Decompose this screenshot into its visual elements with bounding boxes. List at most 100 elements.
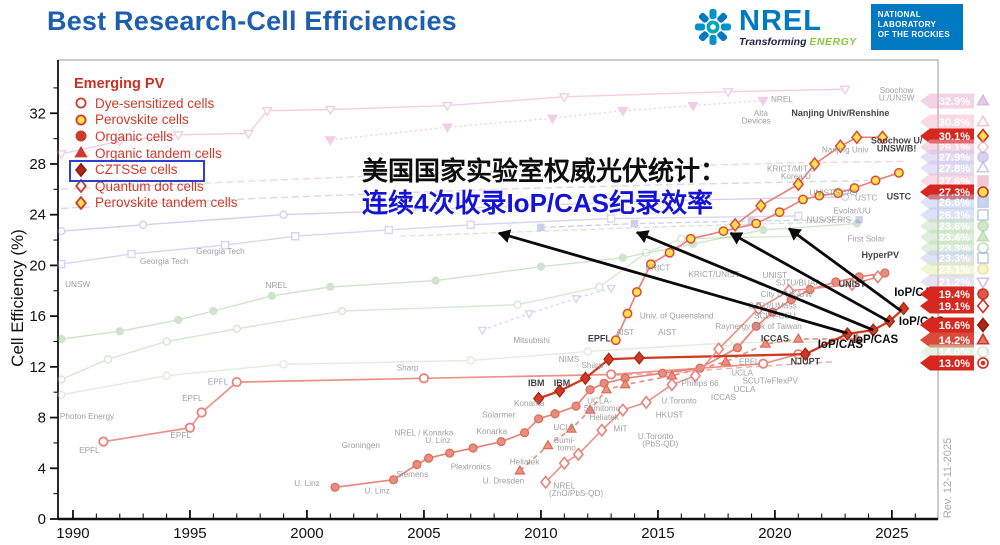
point-label: ICCAS: [711, 393, 737, 402]
legend-item-organic-cells: Organic cells: [74, 128, 238, 145]
point-label: U.Toronto: [661, 397, 697, 406]
point-label: HKUST: [656, 411, 684, 420]
point-label: Groningen: [342, 441, 381, 450]
badge-marker-icon: [977, 220, 989, 232]
point-label: Phillips 66: [681, 379, 719, 388]
badge-marker-icon: [977, 346, 989, 358]
point-label: NREL / Konarka: [395, 428, 454, 437]
legend-title: Emerging PV: [74, 76, 165, 92]
svg-text:2000: 2000: [290, 525, 323, 542]
series-mono-si: [57, 192, 850, 236]
point-label: Evolar/UU: [833, 206, 870, 215]
legend-item-organic-tandem-cells: Organic tandem cells: [74, 145, 238, 162]
legend-item-cztsse-cells: CZTSSe cells: [74, 161, 238, 178]
point-label: EPFL: [739, 357, 760, 366]
nrel-sun-icon: [695, 9, 731, 45]
svg-text:20: 20: [29, 257, 46, 274]
legend-item-perovskite-tandem-cells: Perovskite tandem cells: [74, 195, 238, 212]
legend-item-label: Perovskite cells: [95, 112, 189, 128]
point-label: Plextronics: [451, 463, 491, 472]
svg-text:2020: 2020: [758, 525, 791, 542]
badge-marker-icon: [977, 252, 989, 264]
point-label: Mitsubishi: [513, 336, 550, 345]
annotation-callout: 美国国家实验室权威光伏统计： 连续4次收录IoP/CAS纪录效率: [362, 155, 726, 219]
svg-text:19.1%: 19.1%: [939, 301, 970, 313]
chart-legend: Emerging PV Dye-sensitized cells Perovski…: [69, 76, 238, 212]
series-a-si: [57, 337, 850, 399]
nrel-wordmark-block: NREL Transforming ENERGY: [739, 4, 857, 48]
point-label: Sharp: [581, 361, 603, 370]
point-label: U.Toronto: [638, 432, 674, 441]
svg-text:4: 4: [38, 460, 46, 477]
dia-marker-icon: [75, 195, 87, 210]
point-label: MIT: [613, 425, 627, 434]
laboratory-box-line: NATIONAL: [877, 10, 921, 19]
circle-open-marker-icon: [75, 97, 87, 109]
svg-text:26.6%: 26.6%: [939, 197, 970, 209]
legend-item-label: Quantum dot cells: [95, 178, 204, 194]
tri-marker-icon: [74, 146, 88, 158]
svg-text:32.9%: 32.9%: [939, 96, 970, 108]
point-label: NUS/SERIS: [807, 215, 852, 224]
svg-text:16: 16: [29, 308, 46, 325]
badge-marker-icon: [976, 160, 990, 173]
point-label: Heliatek: [510, 457, 540, 466]
svg-text:30.8%: 30.8%: [939, 117, 970, 129]
point-label: Alta: [754, 109, 769, 118]
point-label: Sharp: [397, 364, 419, 373]
point-label: HyperPV: [861, 250, 899, 260]
badge-marker-icon: [976, 317, 990, 333]
point-label: EPFL: [170, 431, 191, 440]
page-title: Best Research-Cell Efficiencies: [47, 6, 457, 36]
badge-marker-icon: [977, 242, 989, 254]
svg-text:27.8%: 27.8%: [939, 163, 970, 175]
point-label: IoP/CAS: [853, 334, 899, 346]
series-gaas-dashed-2: [61, 179, 869, 210]
point-label: KRICT: [646, 263, 671, 272]
series-gaas-dashed: [61, 160, 904, 190]
point-label: Univ. of Queensland: [640, 312, 714, 321]
point-label: Konarka: [477, 427, 508, 436]
point-label: U./UNSW: [879, 94, 915, 103]
point-label: AIST: [616, 328, 634, 337]
nrel-wordmark: NREL: [739, 4, 822, 37]
nrel-tagline: Transforming ENERGY: [739, 35, 857, 48]
svg-text:16.6%: 16.6%: [939, 320, 970, 332]
svg-text:2025: 2025: [875, 525, 908, 542]
legend-item-label: CZTSSe cells: [95, 162, 178, 178]
series-organic-tandem-cells: [514, 332, 863, 475]
point-label: SCUT-CSU: [754, 312, 796, 321]
svg-text:21.2%: 21.2%: [939, 277, 970, 289]
point-label: (PbS-QD): [642, 440, 678, 449]
point-label: Georgia Tech: [196, 247, 245, 256]
svg-text:28: 28: [29, 156, 46, 173]
svg-text:19.4%: 19.4%: [939, 289, 970, 301]
svg-text:32: 32: [29, 105, 46, 122]
record-badge: 26.6%: [920, 194, 989, 210]
svg-text:1995: 1995: [173, 525, 206, 542]
point-label: EPFL: [182, 394, 203, 403]
badge-marker-icon: [976, 298, 990, 314]
badge-marker-icon: [977, 263, 989, 275]
record-badge: 13.0%: [920, 355, 989, 371]
svg-text:14.2%: 14.2%: [939, 335, 970, 347]
legend-item-label: Organic tandem cells: [95, 145, 222, 161]
svg-text:2015: 2015: [641, 525, 674, 542]
series-perovskite-cells: [610, 167, 904, 346]
point-label: NIMS: [559, 355, 580, 364]
svg-text:23.1%: 23.1%: [939, 264, 970, 276]
badge-marker-icon: [976, 93, 990, 106]
record-badge: 32.9%: [920, 93, 990, 109]
point-label: Georgia Tech: [140, 257, 189, 266]
series-perovskite-tandem-cells: [729, 130, 889, 233]
laboratory-box-line: OF THE ROCKIES: [877, 30, 950, 39]
series-organic-dashed-low: [606, 361, 834, 377]
point-label: Nanjing Univ/Renshine: [791, 108, 889, 118]
point-label: NJUPT: [791, 356, 821, 366]
legend-item-label: Perovskite tandem cells: [95, 195, 238, 211]
record-badge: 14.2%: [920, 332, 990, 348]
legend-item-quantum-dot-cells: Quantum dot cells: [74, 178, 238, 195]
point-label: Sumi-: [554, 436, 576, 445]
